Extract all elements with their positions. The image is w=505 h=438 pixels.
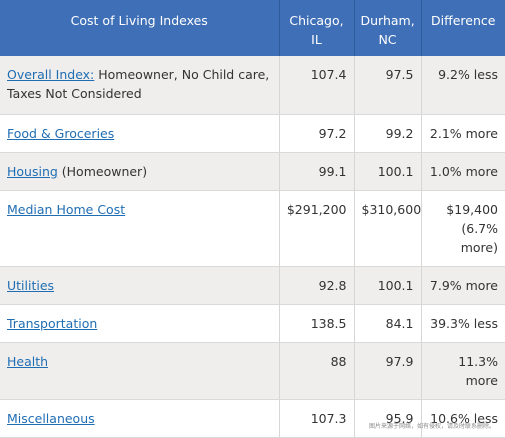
chicago-value: 92.8 (279, 266, 355, 305)
index-link[interactable]: Miscellaneous (7, 410, 95, 426)
table-row: Overall Index: Homeowner, No Child care,… (0, 56, 505, 115)
index-link[interactable]: Food & Groceries (7, 125, 115, 141)
durham-value: $310,600 (354, 190, 422, 267)
table-row: Utilities 92.8 100.1 7.9% more (0, 266, 505, 305)
header-difference: Difference (421, 0, 505, 56)
durham-value: 100.1 (354, 152, 422, 191)
difference-value: 1.0% more (421, 152, 505, 191)
index-name-cell: Food & Groceries (0, 114, 280, 153)
header-indexes: Cost of Living Indexes (0, 0, 280, 56)
index-link[interactable]: Median Home Cost (7, 201, 126, 217)
index-name-cell: Housing (Homeowner) (0, 152, 280, 191)
chicago-value: 88 (279, 342, 355, 400)
index-note: Homeowner, No Child care, Taxes Not Cons… (7, 67, 270, 101)
index-name-cell: Overall Index: Homeowner, No Child care,… (0, 56, 280, 115)
index-name-cell: Utilities (0, 266, 280, 305)
index-note: (Homeowner) (57, 163, 148, 179)
index-link[interactable]: Housing (7, 163, 58, 179)
header-durham: Durham, NC (354, 0, 422, 56)
watermark-text: 图片来源于网络，如有侵权，请及时联系删除。 (368, 423, 495, 430)
durham-value: 97.9 (354, 342, 422, 400)
difference-value: $19,400 (6.7% more) (421, 190, 505, 267)
chicago-value: $291,200 (279, 190, 355, 267)
durham-value: 97.5 (354, 56, 422, 115)
table-row: Health 88 97.9 11.3% more (0, 342, 505, 400)
index-name-cell: Miscellaneous (0, 399, 280, 438)
index-name-cell: Median Home Cost (0, 190, 280, 267)
header-row: Cost of Living Indexes Chicago, IL Durha… (0, 0, 505, 56)
chicago-value: 99.1 (279, 152, 355, 191)
table-row: Transportation 138.5 84.1 39.3% less (0, 304, 505, 343)
chicago-value: 107.3 (279, 399, 355, 438)
difference-value: 9.2% less (421, 56, 505, 115)
index-name-cell: Health (0, 342, 280, 400)
durham-value: 84.1 (354, 304, 422, 343)
chicago-value: 138.5 (279, 304, 355, 343)
index-link[interactable]: Transportation (7, 315, 98, 331)
table-row: Housing (Homeowner) 99.1 100.1 1.0% more (0, 152, 505, 191)
durham-value: 95.9 (354, 399, 422, 438)
durham-value: 99.2 (354, 114, 422, 153)
table-row: Food & Groceries 97.2 99.2 2.1% more (0, 114, 505, 153)
chicago-value: 107.4 (279, 56, 355, 115)
index-link[interactable]: Overall Index: (7, 67, 95, 82)
difference-value: 2.1% more (421, 114, 505, 153)
header-chicago: Chicago, IL (279, 0, 355, 56)
table-row: Miscellaneous 107.3 95.9 10.6% less (0, 399, 505, 438)
difference-value: 39.3% less (421, 304, 505, 343)
difference-value: 7.9% more (421, 266, 505, 305)
index-name-cell: Transportation (0, 304, 280, 343)
index-link[interactable]: Utilities (7, 277, 55, 293)
difference-value: 10.6% less (421, 399, 505, 438)
difference-value: 11.3% more (421, 342, 505, 400)
chicago-value: 97.2 (279, 114, 355, 153)
durham-value: 100.1 (354, 266, 422, 305)
index-link[interactable]: Health (7, 353, 49, 369)
table-row: Median Home Cost $291,200 $310,600 $19,4… (0, 190, 505, 267)
